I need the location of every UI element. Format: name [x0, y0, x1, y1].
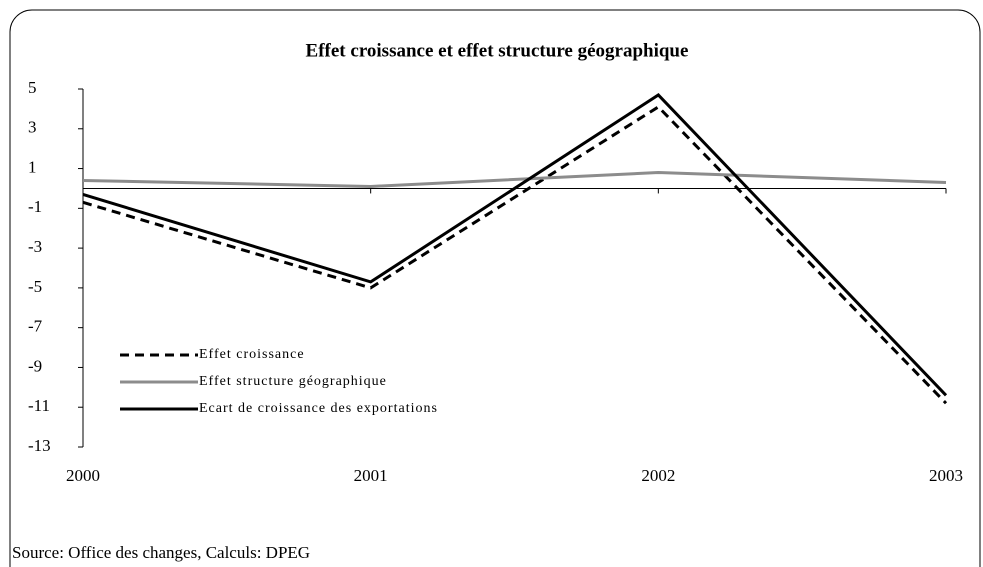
legend-label: Ecart de croissance des exportations [199, 401, 438, 416]
chart-frame [9, 9, 981, 567]
x-tick-label: 2000 [66, 466, 100, 485]
series-line [82, 104, 948, 405]
y-tick-label: -9 [28, 356, 42, 375]
y-tick-label: 3 [28, 118, 37, 137]
legend-label: Effet croissance [199, 347, 305, 362]
x-tick-label: 2003 [929, 466, 963, 485]
x-tick-label: 2002 [641, 466, 675, 485]
y-tick-label: -3 [28, 237, 42, 256]
y-tick-label: -5 [28, 277, 42, 296]
legend-label: Effet structure géographique [199, 374, 387, 389]
series-line [82, 93, 948, 397]
y-tick-label: 1 [28, 157, 37, 176]
chart-title: Effet croissance et effet structure géog… [306, 40, 689, 61]
series-line [82, 171, 947, 188]
source-note: Source: Office des changes, Calculs: DPE… [12, 543, 310, 562]
x-tick-label: 2001 [354, 466, 388, 485]
y-tick-label: -11 [28, 396, 50, 415]
y-tick-label: -1 [28, 197, 42, 216]
y-tick-label: 5 [28, 78, 37, 97]
y-tick-label: -13 [28, 436, 51, 455]
y-tick-label: -7 [28, 317, 43, 336]
